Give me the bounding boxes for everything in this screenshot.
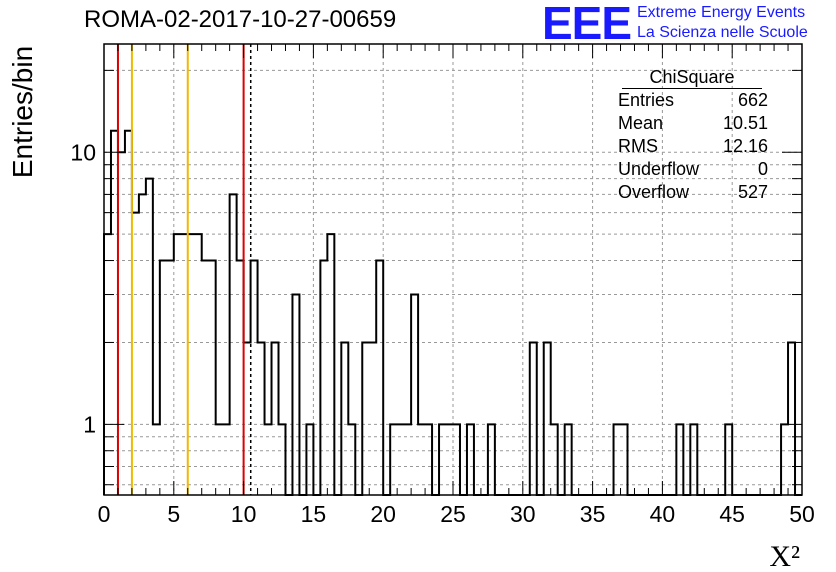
stats-row-mean: Mean 10.51 — [612, 112, 772, 135]
axes: 0 5 10 15 20 25 30 35 40 45 50 1 10 — [70, 43, 815, 527]
y-tick-label: 1 — [83, 411, 96, 437]
x-tick-label: 5 — [167, 501, 180, 527]
marker-lines — [116, 44, 252, 495]
stats-title: ChiSquare — [622, 66, 762, 89]
logo-line-2: La Scienza nelle Scuole — [637, 24, 808, 41]
stats-value: 662 — [737, 90, 768, 110]
x-tick-label: 0 — [98, 501, 111, 527]
x-tick-label: 15 — [301, 501, 327, 527]
stats-label: Entries — [618, 90, 675, 110]
x-tick-label: 10 — [231, 501, 257, 527]
logo-line-1: Extreme Energy Events — [637, 4, 806, 21]
stats-value: 12.16 — [722, 136, 768, 156]
x-tick-label: 30 — [510, 501, 536, 527]
stats-label: Mean — [618, 113, 664, 133]
stats-value: 10.51 — [722, 113, 768, 133]
x-tick-label: 50 — [789, 501, 815, 527]
x-axis-label: X² — [769, 540, 800, 572]
stats-box: ChiSquare Entries 662 Mean 10.51 RMS 12.… — [612, 66, 772, 204]
eee-logo: EEE — [542, 0, 632, 49]
stats-row-overflow: Overflow 527 — [612, 181, 772, 204]
x-tick-label: 20 — [370, 501, 396, 527]
x-tick-label: 25 — [440, 501, 466, 527]
stats-row-entries: Entries 662 — [612, 89, 772, 112]
stats-label: RMS — [618, 136, 658, 156]
y-axis-label: Entries/bin — [7, 46, 38, 178]
stats-row-underflow: Underflow 0 — [612, 158, 772, 181]
stats-row-rms: RMS 12.16 — [612, 135, 772, 158]
x-tick-label: 40 — [650, 501, 676, 527]
x-tick-label: 35 — [580, 501, 606, 527]
stats-value: 0 — [757, 159, 768, 179]
x-tick-label: 45 — [719, 501, 745, 527]
stats-label: Overflow — [618, 182, 690, 202]
run-title: ROMA-02-2017-10-27-00659 — [84, 6, 397, 33]
y-tick-label: 10 — [70, 139, 96, 165]
stats-value: 527 — [737, 182, 768, 202]
stats-label: Underflow — [618, 159, 700, 179]
